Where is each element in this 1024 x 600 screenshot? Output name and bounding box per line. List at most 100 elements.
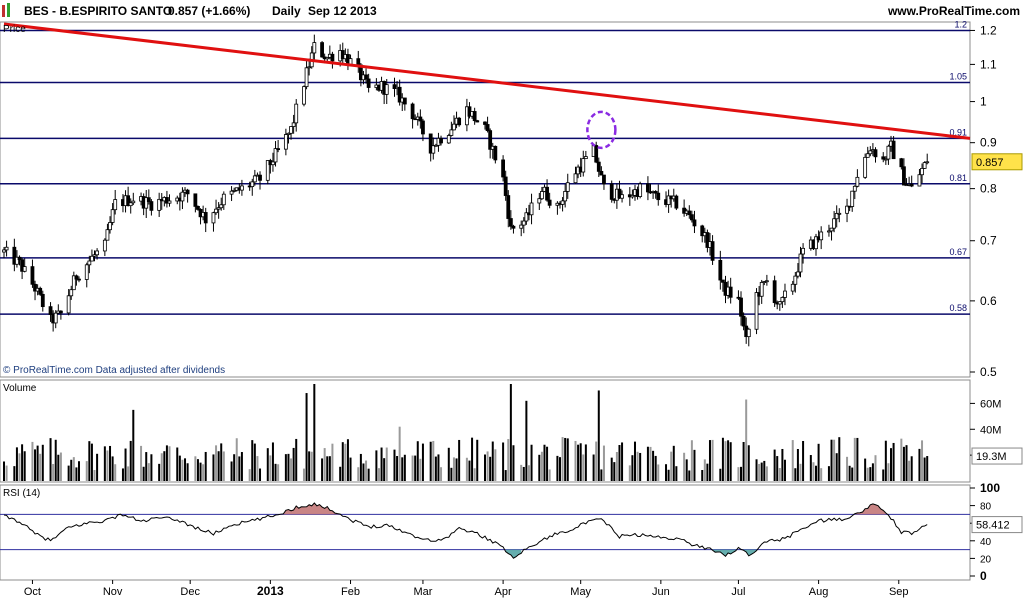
chart-app-icon [2,3,10,17]
candle-body [710,241,715,261]
date-label: Sep 12 2013 [308,4,377,18]
candle-body [291,122,296,127]
volume-panel [0,379,971,483]
level-label: 0.81 [949,173,967,183]
rsi-line [3,502,928,559]
candle-body [40,293,45,308]
candle-body [485,124,490,132]
volume-bar [346,439,349,481]
volume-bar [132,409,135,481]
rsi-y-tick-label: 40 [980,537,992,548]
candle-body [796,271,800,277]
volume-bar [212,454,215,481]
volume-bar [871,463,874,481]
volume-bar [421,443,424,481]
volume-bar [77,461,80,481]
volume-bar [527,465,530,481]
volume-bar [88,441,91,481]
volume-bar [512,445,515,481]
x-tick-label: Apr [495,586,512,598]
price-panel [0,21,971,378]
candle-body [128,202,133,207]
candle-body [692,219,697,227]
candle-body [71,275,76,291]
candle-body [38,287,43,295]
volume-bar [592,454,595,481]
volume-bar [70,459,73,481]
candle-body [850,190,855,207]
volume-bar [129,440,132,481]
volume-bar [59,452,62,481]
annotation-circle [586,110,617,150]
volume-bar [546,446,549,481]
volume-bar [196,459,199,481]
candle-body [829,227,834,232]
candle-body [30,266,35,285]
volume-bar [693,449,696,481]
candle-body [563,191,568,202]
volume-bar [548,469,551,481]
volume-bar [204,451,207,481]
volume-bar [525,400,528,481]
volume-bar [874,455,877,481]
candle-body [868,150,873,155]
candle-body [646,183,650,193]
volume-bar [142,466,145,481]
volume-bar [114,464,117,481]
volume-bar [305,393,308,481]
candle-body [920,168,924,176]
volume-bar [168,446,171,481]
candle-body [475,120,480,123]
candle-body [638,183,643,197]
level-label: 0.67 [949,247,967,257]
candle-body [656,192,661,201]
volume-bar [57,454,60,481]
volume-bar [287,453,290,481]
volume-bar [675,466,678,481]
candle-body [144,197,149,209]
candle-body [167,200,172,204]
candle-body [452,123,456,131]
volume-bar [199,462,202,481]
candle-body [216,207,221,210]
footer-note: © ProRealTime.com Data adjusted after di… [3,365,225,376]
candle-body [433,144,438,147]
volume-bar [646,446,649,481]
volume-bar [540,451,543,481]
volume-bar [574,440,577,481]
volume-bar [621,442,624,481]
x-tick-label: Mar [413,586,432,598]
x-tick-label: Aug [809,586,829,598]
volume-bar [403,454,406,481]
volume-bar [848,465,851,481]
volume-bar [812,462,815,481]
candle-body [524,212,529,222]
volume-bar [339,466,342,481]
candle-body [925,161,930,164]
volume-bar [633,441,636,481]
candle-body [286,132,291,135]
volume-bar [866,467,869,481]
candle-body [258,174,262,181]
volume-bar [367,468,370,481]
volume-bar [323,448,326,481]
candle-body [834,213,839,220]
volume-y-tick-label: 40M [980,424,1001,436]
volume-bar [230,461,233,481]
volume-bar [160,453,163,481]
candle-body [609,183,614,200]
volume-bar [584,444,587,481]
volume-bar [905,445,908,481]
volume-bar [96,453,99,481]
candle-body [289,126,293,134]
price-y-tick-label: 0.9 [980,136,997,150]
volume-bar [745,399,748,481]
volume-bar [419,458,422,481]
volume-bar [711,439,714,481]
volume-bar [763,460,766,481]
candle-body [814,236,818,250]
candle-body [113,199,118,211]
candle-body [521,220,526,226]
candle-body [728,286,733,298]
volume-bar [34,449,37,481]
